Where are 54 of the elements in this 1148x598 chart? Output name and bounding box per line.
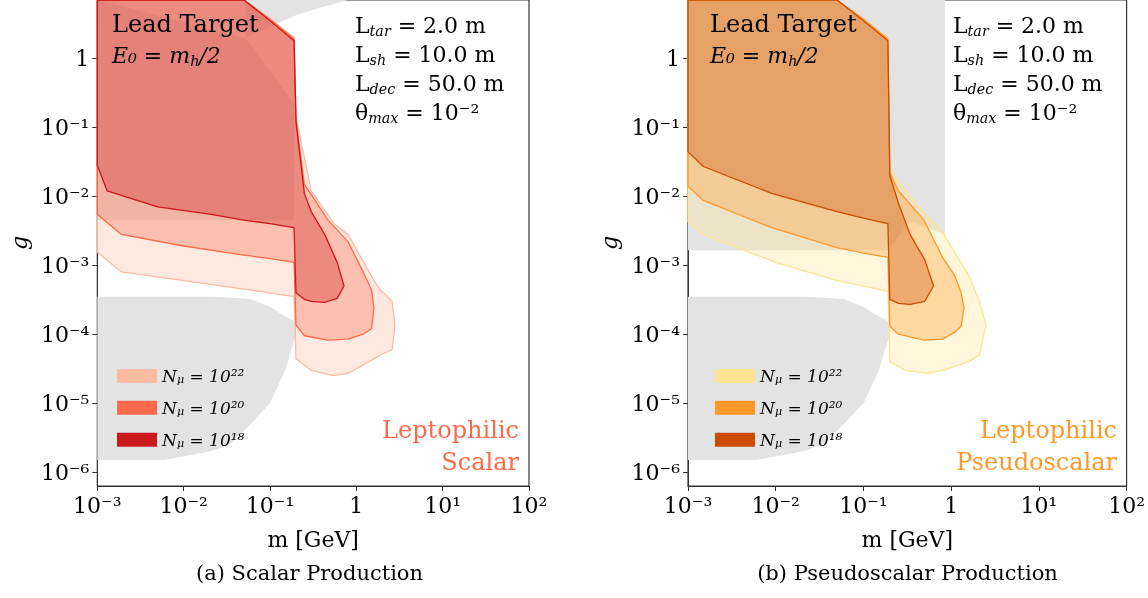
annotation: E₀ = mh/2 — [709, 43, 819, 69]
y-tick-label: 10⁻¹ — [631, 114, 680, 140]
annotation: Ltar = 2.0 m — [355, 13, 487, 39]
x-tick-label: 1 — [944, 492, 959, 518]
y-tick-label: 10⁻² — [40, 183, 90, 209]
annotation: Leptophilic — [980, 416, 1117, 444]
x-tick-label: 10⁻¹ — [839, 492, 888, 518]
annotation: θmax = 10⁻² — [355, 100, 480, 126]
x-tick-label: 10¹ — [1020, 492, 1058, 518]
annotation: Lsh = 10.0 m — [953, 42, 1094, 68]
annotation: Leptophilic — [382, 416, 519, 444]
legend-label: Nμ = 10²² — [161, 366, 245, 387]
annotation: Ldec = 50.0 m — [953, 71, 1103, 97]
y-tick-label: 10⁻⁶ — [40, 459, 90, 485]
y-tick-label: 10⁻³ — [40, 252, 90, 278]
x-tick-label: 10⁻³ — [73, 492, 122, 518]
annotation: Pseudoscalar — [956, 448, 1118, 476]
legend-label: Nμ = 10¹⁸ — [759, 429, 843, 450]
y-tick-label: 10⁻² — [631, 183, 680, 209]
x-tick-label: 1 — [349, 492, 364, 518]
y-tick-label: 10⁻³ — [631, 252, 680, 278]
annotation: Lead Target — [112, 10, 259, 38]
annotation: E₀ = mh/2 — [111, 43, 221, 69]
annotation: Ldec = 50.0 m — [355, 71, 505, 97]
x-tick-label: 10⁻² — [751, 492, 800, 518]
x-tick-label: 10⁻¹ — [245, 492, 295, 518]
y-axis-title: g — [6, 235, 32, 251]
x-tick-label: 10⁻³ — [663, 492, 713, 518]
y-tick-label: 10⁻¹ — [40, 114, 90, 140]
x-tick-label: 10¹ — [424, 492, 462, 518]
y-tick-label: 10⁻⁴ — [40, 321, 90, 347]
y-axis-title: g — [597, 235, 623, 251]
x-tick-label: 10² — [1108, 492, 1146, 518]
y-tick-label: 10⁻⁴ — [631, 321, 681, 347]
y-tick-label: 10⁻⁶ — [631, 459, 681, 485]
legend-label: Nμ = 10²² — [759, 366, 843, 387]
x-tick-label: 10⁻² — [159, 492, 208, 518]
legend-label: Nμ = 10²⁰ — [161, 397, 245, 419]
y-tick-label: 1 — [75, 45, 90, 71]
annotation: Ltar = 2.0 m — [953, 13, 1085, 39]
y-tick-label: 10⁻⁵ — [40, 390, 90, 416]
annotation: θmax = 10⁻² — [953, 100, 1078, 126]
annotation: Lsh = 10.0 m — [355, 42, 496, 68]
annotation: Lead Target — [710, 10, 857, 38]
text: (b) Pseudoscalar Production — [757, 560, 1058, 585]
y-tick-label: 1 — [666, 45, 680, 71]
legend-label: Nμ = 10²⁰ — [759, 397, 843, 419]
annotation: Scalar — [441, 448, 520, 476]
x-tick-label: 10² — [510, 492, 548, 518]
text: (a) Scalar Production — [195, 560, 424, 585]
x-axis-title: m [GeV] — [267, 526, 359, 552]
legend-label: Nμ = 10¹⁸ — [161, 429, 245, 450]
x-axis-title: m [GeV] — [861, 526, 954, 552]
y-tick-label: 10⁻⁵ — [631, 390, 680, 416]
